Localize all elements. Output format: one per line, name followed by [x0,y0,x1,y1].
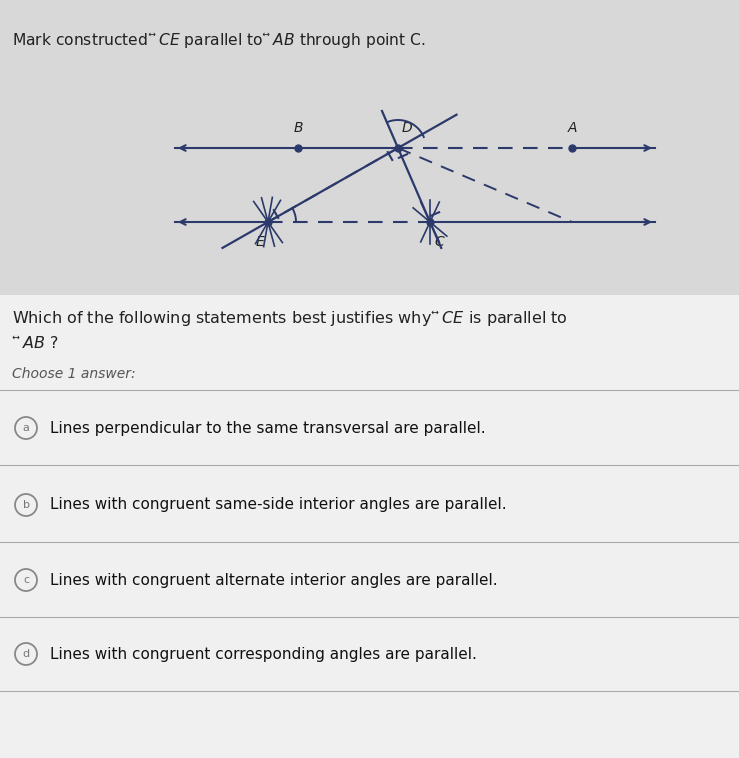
Text: Lines with congruent same-side interior angles are parallel.: Lines with congruent same-side interior … [50,497,507,512]
Text: Lines with congruent alternate interior angles are parallel.: Lines with congruent alternate interior … [50,572,497,587]
Text: D: D [402,121,412,135]
Text: b: b [22,500,30,510]
Text: E: E [255,235,264,249]
Text: a: a [23,423,30,433]
FancyBboxPatch shape [0,295,739,758]
Text: B: B [293,121,303,135]
Text: $\overleftrightarrow{AB}$ ?: $\overleftrightarrow{AB}$ ? [12,334,59,351]
Text: Lines perpendicular to the same transversal are parallel.: Lines perpendicular to the same transver… [50,421,486,436]
Text: d: d [22,649,30,659]
Text: A: A [568,121,576,135]
Text: c: c [23,575,29,585]
Text: Mark constructed $\overleftrightarrow{CE}$ parallel to $\overleftrightarrow{AB}$: Mark constructed $\overleftrightarrow{CE… [12,30,426,50]
Text: Which of the following statements best justifies why $\overleftrightarrow{CE}$ i: Which of the following statements best j… [12,308,568,328]
Text: Choose 1 answer:: Choose 1 answer: [12,367,136,381]
Text: C: C [434,235,443,249]
Text: Lines with congruent corresponding angles are parallel.: Lines with congruent corresponding angle… [50,647,477,662]
